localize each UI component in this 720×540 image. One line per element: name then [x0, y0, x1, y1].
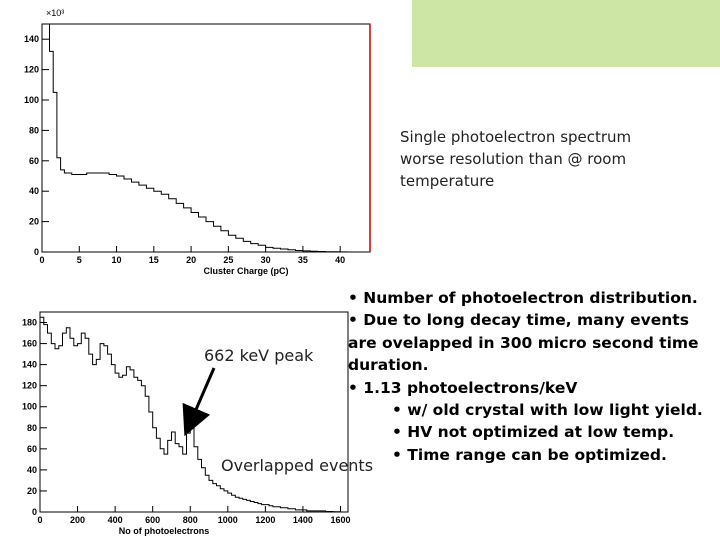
y-tick-label: 140 — [22, 360, 37, 370]
peak-label: 662 keV peak — [204, 346, 314, 365]
y-tick-label: 180 — [22, 318, 37, 328]
x-tick-label: 20 — [186, 255, 196, 265]
x-tick-label: 30 — [261, 255, 271, 265]
y-tick-label: 20 — [29, 217, 39, 227]
x-tick-label: 1200 — [255, 515, 275, 525]
bullet-item: • 1.13 photoelectrons/keV — [348, 378, 578, 397]
bullet-item: • w/ old crystal with low light yield. — [392, 401, 703, 420]
note-line: temperature — [400, 172, 495, 190]
y-tick-label: 0 — [32, 507, 37, 517]
x-tick-label: 1600 — [330, 515, 350, 525]
slide-accent-box — [412, 0, 720, 67]
y-tick-label: 120 — [24, 65, 39, 75]
single-photoelectron-note: Single photoelectron spectrum worse reso… — [400, 126, 700, 192]
bullet-item: • Due to long decay time, many events — [348, 311, 689, 330]
y-tick-label: 40 — [29, 186, 39, 196]
y-tick-label: 120 — [22, 381, 37, 391]
x-tick-label: 400 — [108, 515, 123, 525]
note-line: Single photoelectron spectrum — [400, 128, 632, 146]
overlapped-label: Overlapped events — [221, 456, 374, 475]
cluster-charge-chart: 0 5 10 15 20 25 30 35 40 0 20 40 60 80 100 120 140 Cluste… — [24, 8, 371, 276]
y-tick-label: 20 — [27, 486, 37, 496]
y-tick-label: 40 — [27, 465, 37, 475]
bullet-item: • HV not optimized at low temp. — [392, 423, 675, 442]
photoelectron-chart: 0 200 400 600 800 1000 1200 1400 1600 0 20 40 60 80 10… — [22, 311, 351, 536]
histogram-series — [40, 316, 341, 513]
x-tick-label: 800 — [183, 515, 198, 525]
y-tick-label: 0 — [34, 247, 39, 257]
y-tick-label: 140 — [24, 34, 39, 44]
y-tick-label: 80 — [29, 125, 39, 135]
histogram-series — [45, 23, 348, 253]
plot-frame — [39, 311, 349, 513]
y-tick-label: 100 — [24, 95, 39, 105]
y-tick-label: 80 — [27, 423, 37, 433]
y-tick-label: 160 — [22, 339, 37, 349]
x-tick-label: 200 — [70, 515, 85, 525]
x-tick-label: 0 — [37, 515, 42, 525]
note-line: worse resolution than @ room — [400, 150, 627, 168]
bullet-item: • Time range can be optimized. — [392, 445, 667, 464]
y-tick-label: 100 — [22, 402, 37, 412]
x-tick-label: 15 — [149, 255, 159, 265]
x-tick-label: 5 — [77, 255, 82, 265]
bullet-list: • Number of photoelectron distribution. … — [348, 287, 720, 466]
x-axis-label: Cluster Charge (pC) — [203, 266, 288, 276]
bullet-item: • Number of photoelectron distribution. — [348, 289, 698, 307]
x-tick-label: 1000 — [218, 515, 238, 525]
x-tick-label: 25 — [223, 255, 233, 265]
x-tick-label: 10 — [112, 255, 122, 265]
x-tick-label: 600 — [145, 515, 160, 525]
y-tick-label: 60 — [27, 444, 37, 454]
bullet-item: are ovelapped in 300 micro second time — [348, 333, 699, 352]
x-tick-label: 0 — [39, 255, 44, 265]
y-multiplier: ×10³ — [46, 8, 64, 18]
bullet-item: duration. — [348, 356, 429, 375]
x-tick-label: 40 — [335, 255, 345, 265]
x-tick-label: 1400 — [293, 515, 313, 525]
y-tick-label: 60 — [29, 156, 39, 166]
x-axis-label: No of photoelectrons — [119, 526, 210, 536]
x-tick-label: 35 — [298, 255, 308, 265]
